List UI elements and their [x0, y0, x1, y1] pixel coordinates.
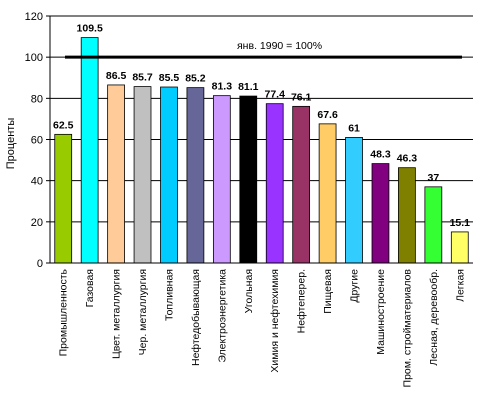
bar: [107, 84, 125, 264]
bar: [239, 95, 258, 264]
category-label: Пром. стройматериалов: [401, 269, 413, 388]
category-label: Другие: [349, 269, 361, 303]
category-label: Чер. металлургия: [137, 269, 149, 355]
reference-line-label: янв. 1990 = 100%: [237, 40, 322, 52]
bar-value-label: 62.5: [53, 119, 74, 131]
category-label: Нефтеперер.: [296, 269, 308, 333]
y-tick-label: 0: [37, 258, 43, 270]
bar-value-label: 85.2: [185, 73, 206, 85]
category-label: Химия и нефтехимия: [269, 269, 281, 373]
category-label: Газовая: [84, 269, 96, 307]
y-axis-title: Проценты: [5, 118, 17, 170]
y-tick-label: 120: [25, 11, 43, 23]
bar: [54, 133, 73, 264]
bar: [160, 86, 178, 264]
category-label: Лесная, деревообр.: [428, 269, 440, 366]
bar-value-label: 77.4: [265, 89, 286, 101]
axes: [46, 15, 473, 264]
bar-value-label: 76.1: [291, 91, 312, 103]
bar-value-label: 85.7: [132, 72, 153, 84]
bar-value-label: 109.5: [77, 23, 103, 35]
y-tick-label: 20: [31, 217, 43, 229]
bar: [186, 87, 205, 264]
bar-value-label: 46.3: [397, 153, 418, 165]
bar: [398, 167, 416, 264]
bar-value-label: 48.3: [370, 149, 391, 161]
bar-value-label: 61: [348, 122, 360, 134]
bar: [133, 86, 152, 264]
bar: [80, 37, 99, 264]
y-tick-label: 80: [31, 93, 43, 105]
bar: [292, 105, 311, 264]
bar: [345, 137, 363, 264]
category-label: Электроэнергетика: [216, 269, 228, 363]
bar-value-label: 67.6: [317, 109, 338, 121]
bar: [371, 163, 390, 264]
bar: [265, 103, 284, 264]
category-label: Пищевая: [322, 269, 334, 314]
category-label: Легкая: [454, 269, 466, 302]
bars: [54, 37, 469, 264]
labels: 0 20 40 60 80 100 120 62.5 Промышленность 109.5 Га…: [25, 11, 471, 387]
category-label: Нефтедобывающая: [190, 269, 202, 366]
bar: [212, 95, 231, 264]
bar: [318, 123, 337, 264]
bar: [424, 186, 443, 264]
reference-line-group: янв. 1990 = 100%: [65, 40, 462, 59]
category-label: Машиностроение: [375, 269, 387, 355]
bar-value-label: 86.5: [106, 70, 127, 82]
category-label: Угольная: [243, 269, 255, 313]
y-tick-label: 40: [31, 176, 43, 188]
bar: [450, 231, 469, 264]
category-label: Цвет. металлургия: [111, 269, 123, 359]
y-tick-label: 100: [25, 52, 43, 64]
bar-value-label: 81.3: [212, 81, 233, 93]
bar-value-label: 81.1: [238, 81, 259, 93]
bar-value-label: 37: [428, 172, 440, 184]
y-tick-label: 60: [31, 135, 43, 147]
category-label: Промышленность: [58, 268, 70, 356]
category-label: Топливная: [163, 269, 175, 321]
bar-value-label: 85.5: [159, 72, 180, 84]
bar-value-label: 15.1: [450, 217, 471, 229]
